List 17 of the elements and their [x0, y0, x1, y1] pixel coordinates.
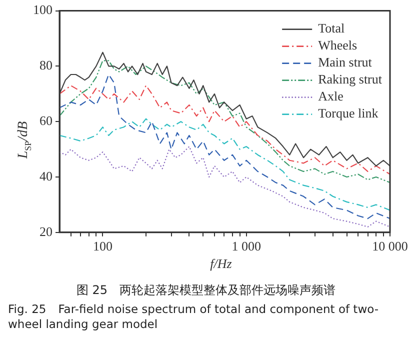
y-tick-label: 80 — [40, 58, 52, 73]
text: Fig. 25 Far-field noise spectrum of total and component of two-wheel landing gear model — [7, 302, 380, 332]
y-tick-label: 100 — [33, 2, 52, 18]
x-tick-label: 1 000 — [232, 238, 261, 254]
legend-label: Raking strut — [318, 72, 382, 87]
legend-label: Main strut — [318, 54, 372, 70]
y-tick-label: 20 — [40, 224, 52, 239]
legend-label: Torque link — [318, 106, 379, 121]
y-tick-label: 60 — [40, 113, 52, 128]
x-tick-label: 10 000 — [372, 238, 408, 254]
legend-label: Total — [318, 20, 345, 36]
x-axis-title: f/Hz — [209, 256, 233, 272]
text: 图 25 两轮起落架模型整体及部件远场噪声频谱 — [75, 282, 337, 299]
legend-label: Axle — [318, 88, 344, 104]
x-tick-label: 100 — [92, 238, 112, 254]
y-tick-label: 40 — [40, 168, 52, 184]
legend-label: Wheels — [318, 38, 358, 53]
